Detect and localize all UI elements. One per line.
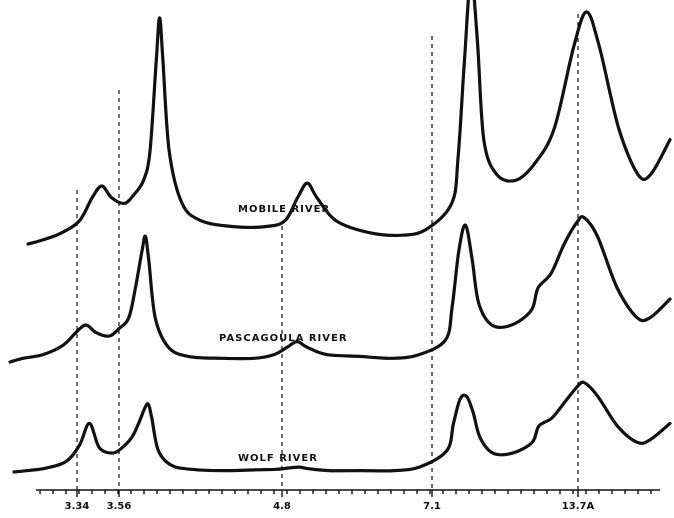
trace-pascagoula-river <box>8 215 672 364</box>
series-labels: MOBILE RIVER PASCAGOULA RIVER WOLF RIVER <box>219 204 348 464</box>
x-tick-label: 3.56 <box>107 501 132 512</box>
series-label-pascagoula-river: PASCAGOULA RIVER <box>219 333 348 344</box>
x-axis: 3.34 3.56 4.8 7.1 13.7A <box>36 489 660 512</box>
series-label-mobile-river: MOBILE RIVER <box>238 204 330 215</box>
series-label-wolf-river: WOLF RIVER <box>238 453 318 464</box>
diffraction-traces <box>8 0 672 474</box>
trace-wolf-river <box>12 380 672 474</box>
x-tick-label: 13.7A <box>562 501 595 512</box>
peak-marker-lines <box>76 14 579 490</box>
x-tick-label: 3.34 <box>65 501 90 512</box>
x-tick-label: 7.1 <box>423 501 441 512</box>
trace-mobile-river <box>26 0 672 246</box>
x-tick-label: 4.8 <box>273 501 291 512</box>
